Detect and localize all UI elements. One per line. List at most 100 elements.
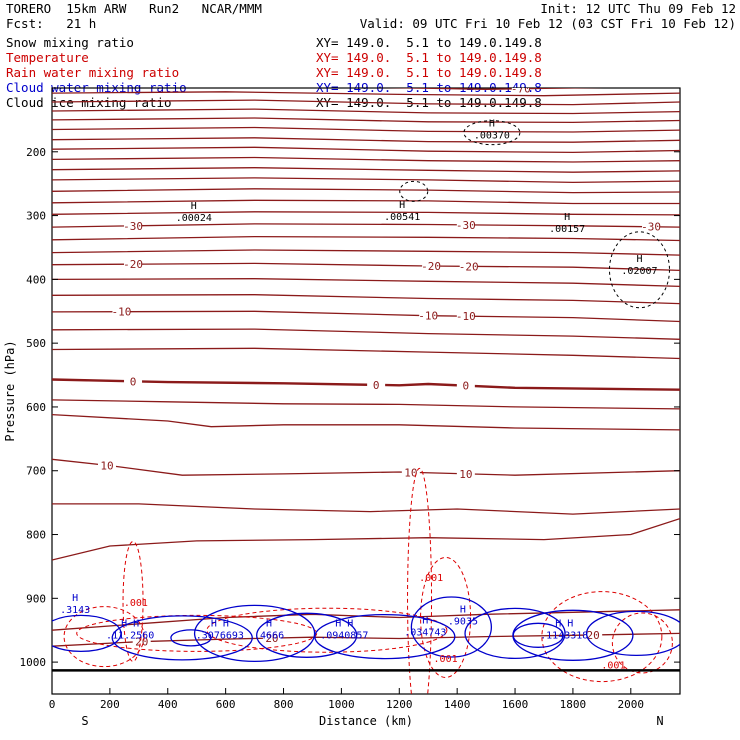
model-title: TORERO 15km ARW Run2 NCAR/MMM [6,1,262,16]
isotherm-line [52,99,680,106]
isotherm-label-bg [419,309,438,321]
y-tick-label: 200 [26,146,46,159]
isotherm-line [52,223,680,228]
maximum-marker: H [399,200,405,211]
rain-contour [611,612,673,674]
ice-contour [608,231,670,309]
isotherm-label-bg [112,305,131,317]
x-tick-label: 2000 [618,698,645,711]
rain-contour [76,614,318,652]
rain-contour [63,606,145,668]
ice-contour [399,180,429,202]
isotherm-line [52,399,680,410]
legend-ice-xy: XY= 149.0. 5.1 to 149.0.149.8 [316,95,542,110]
legend-rain-label: Rain water mixing ratio [6,65,180,80]
maximum-value: .02007 [621,266,657,277]
maximum-value: .00370 [474,130,510,141]
y-tick-label: 1000 [20,656,47,669]
forecast-hour: Fcst: 21 h [6,16,97,31]
y-tick-label: 300 [26,210,46,223]
isotherm-group: -70 -30 -30 -30 -20 -20 -20 -10 -10 -10 0 0 0 10 10 10 2… [52,83,680,649]
isotherm-label: -30 [641,221,661,234]
maximum-marker: H [489,118,495,129]
isotherm-label: 20 [265,632,278,645]
cloud-contour [464,607,566,660]
x-tick-label: 1200 [386,698,413,711]
isotherm-label: 10 [100,459,113,472]
isotherm-label-bg [401,466,420,478]
cloud-marker: H [460,605,466,616]
isotherm-line [52,167,680,173]
x-tick-label: 1000 [328,698,355,711]
rain-label: .001 [434,654,458,665]
isotherm-line [52,249,680,256]
isotherm-label-bg [642,220,661,232]
legend-snow-label: Snow mixing ratio [6,35,134,50]
plot-frame [51,87,681,695]
isotherm-label: -30 [123,220,143,233]
isotherm-label-bg [584,628,603,640]
maximum-value: .00024 [176,213,212,224]
y-tick-label: 800 [26,529,46,542]
maximum-marker: H [564,212,570,223]
legend-temp-label: Temperature [6,50,89,65]
isotherm-line [52,188,680,194]
isotherm-line [52,517,680,561]
y-tick-label: 500 [26,337,46,350]
x-tick-label: 400 [158,698,178,711]
isotherm-label: -10 [418,310,438,323]
isotherm-label: -20 [123,258,143,271]
maximum-value: .00157 [549,224,585,235]
isotherm-label: 0 [373,379,380,392]
isotherm-line [52,211,680,216]
isotherm-line [52,235,680,242]
x-tick-label: 200 [100,698,120,711]
cloud-contour [314,613,456,660]
isotherm-label-bg [132,635,151,647]
cloud-marker: H H [555,619,573,630]
isotherm-label: -70 [511,83,531,96]
isotherm-line [52,177,680,184]
maximum-marker: H [636,254,642,265]
isotherm-line [52,117,680,124]
isotherm-line [52,146,680,154]
isotherm-line [52,137,680,143]
init-time: Init: 12 UTC Thu 09 Feb 12 [540,1,736,16]
cloud-marker: H [72,593,78,604]
cloud-contour [170,629,212,647]
isotherm-label-bg [124,375,143,387]
cloud-marker: H [266,619,272,630]
cloud-value: .4666 [254,631,284,642]
isotherm-line [377,88,605,90]
cloud-value: .3143 [60,605,90,616]
isotherm-label-bg [367,378,386,390]
y-tick-label: 400 [26,273,46,286]
isotherm-line [52,503,680,515]
isotherm-line [52,347,680,360]
isotherm-label: 20 [587,629,600,642]
rain-contour [122,541,144,663]
x-tick-label: 800 [274,698,294,711]
isotherm-line [52,294,680,305]
isotherm-label-bg [511,88,530,94]
y-tick-label: 700 [26,465,46,478]
isotherm-label: 10 [404,466,417,479]
isotherm-label: -20 [459,260,479,273]
rain-contour [541,591,663,683]
x-axis-label: Distance (km) [319,714,413,728]
cloud-value: .11.2560 [106,631,154,642]
isotherm-line [52,278,680,288]
maximum-value: .00541 [384,212,420,223]
isotherm-line [52,328,680,340]
isotherm-label: -20 [421,260,441,273]
isotherm-label-bg [422,259,441,271]
isotherm-label: -10 [456,310,476,323]
isotherm-label-bg [456,379,475,391]
cloud-value: .3076693 [196,631,244,642]
cloud-contour [585,610,680,657]
isotherm-label: 0 [130,375,137,388]
isotherm-line [52,126,680,133]
valid-time: Valid: 09 UTC Fri 10 Feb 12 (03 CST Fri … [359,16,736,31]
cloud-contour [52,614,122,653]
end-label-south: S [81,714,88,728]
